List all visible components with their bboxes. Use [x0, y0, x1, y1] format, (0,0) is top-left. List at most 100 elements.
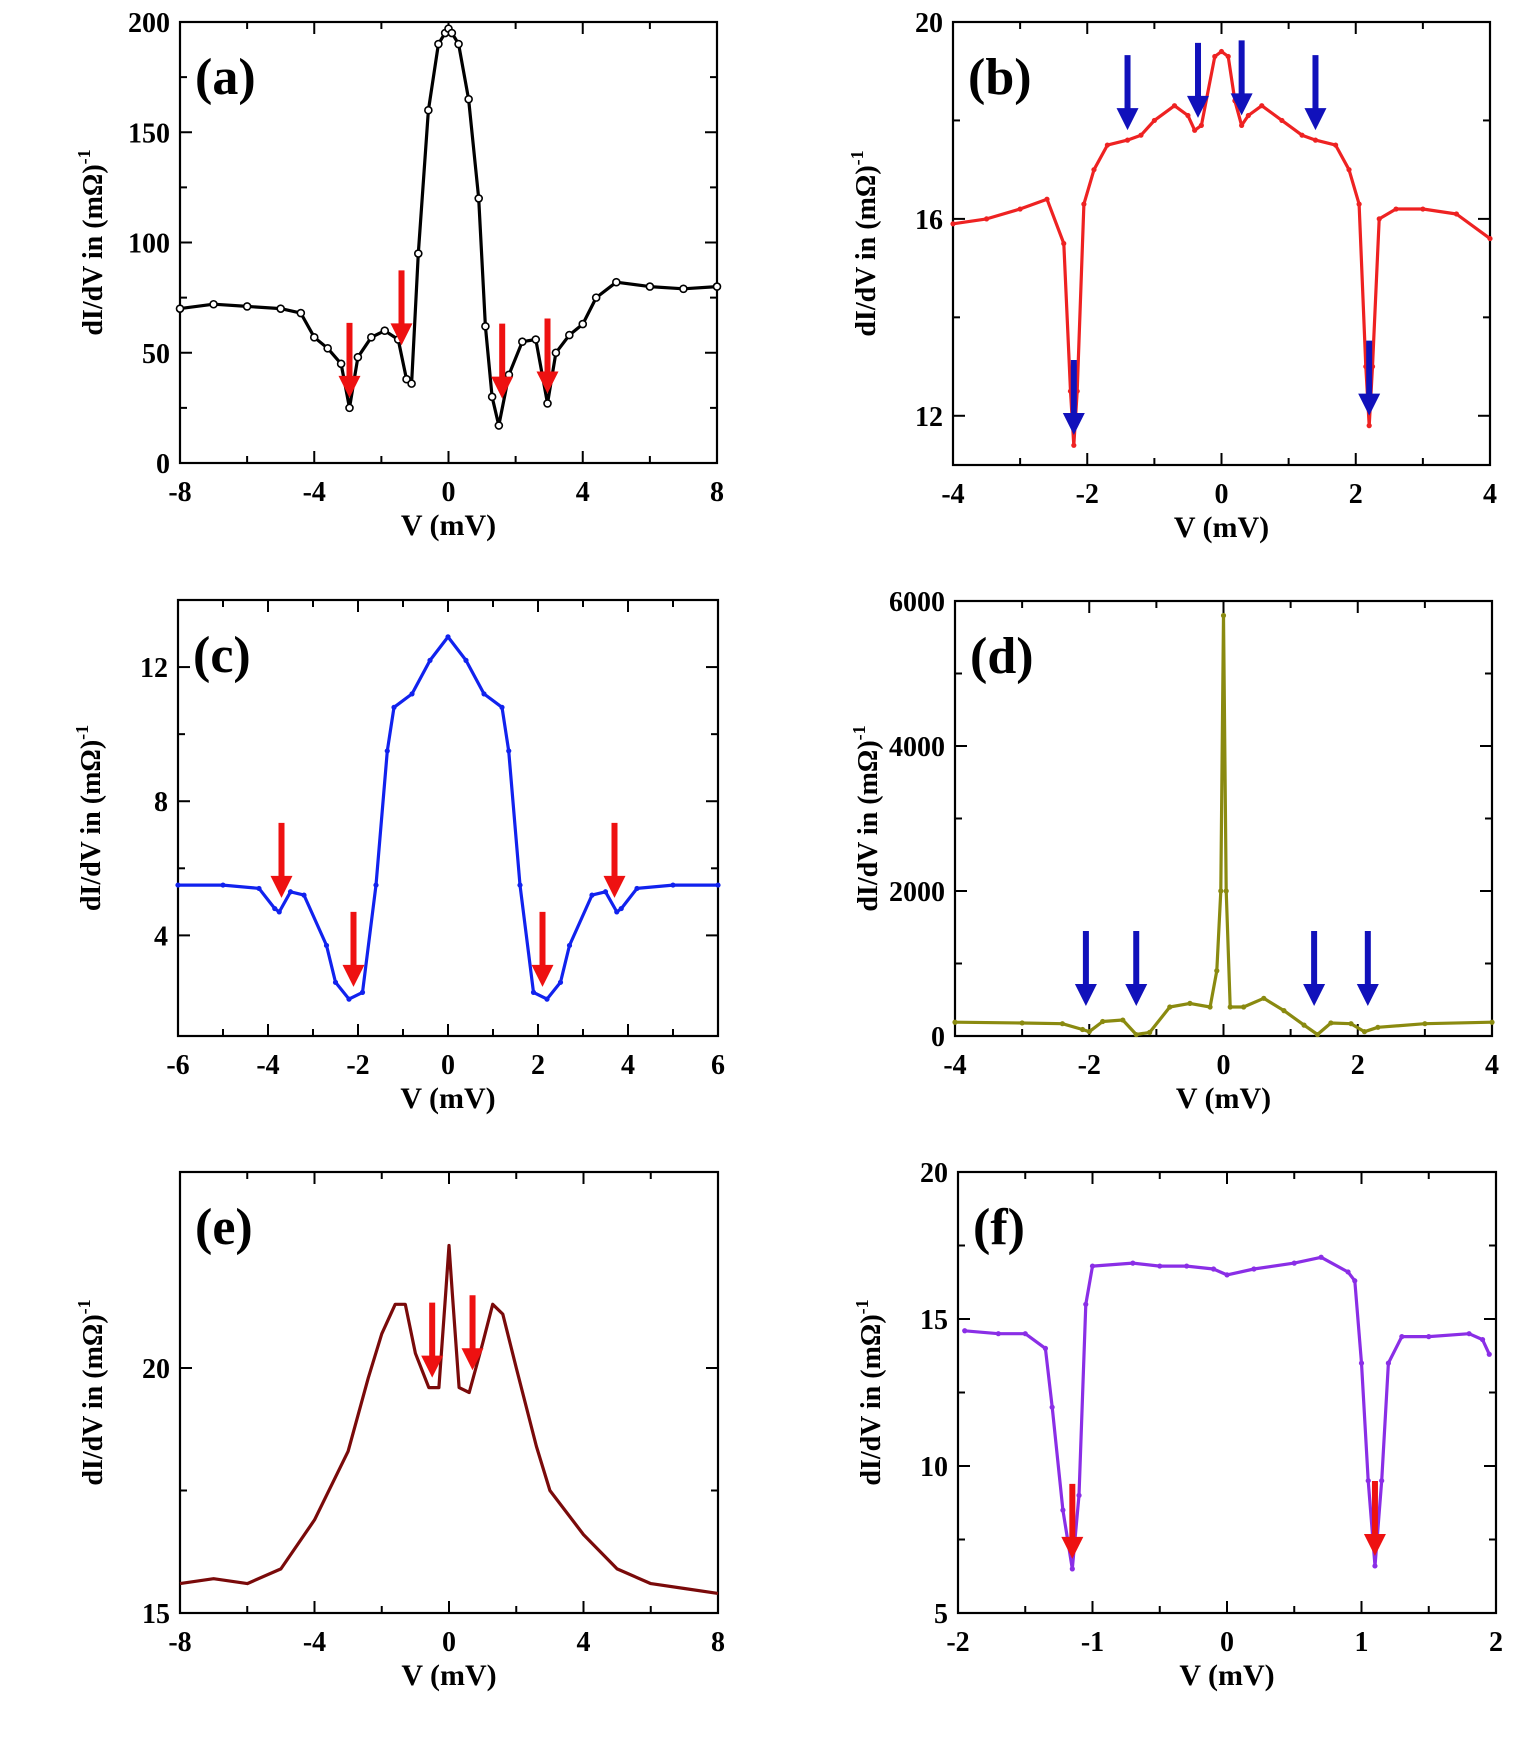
series-line	[179, 27, 718, 428]
x-tick-label: 0	[442, 477, 456, 508]
data-point	[175, 882, 181, 888]
data-point	[995, 1331, 1001, 1337]
data-point	[1157, 1263, 1163, 1269]
panel-c: -6 -4 -2 0 2 4 6 4 8 12 V (mV) dI/dV in (mΩ)-1 (c)	[72, 598, 725, 1115]
data-point	[952, 1019, 958, 1025]
data-point	[1261, 995, 1267, 1001]
data-point	[209, 299, 218, 309]
data-point	[276, 909, 282, 915]
y-axis-label-exponent: -1	[852, 1299, 872, 1314]
y-axis-label-exponent: -1	[847, 150, 867, 165]
y-tick-label: 6000	[889, 587, 945, 618]
x-axis-label: V (mV)	[401, 509, 496, 542]
marker-arrow	[1074, 931, 1097, 1006]
data-point	[474, 194, 484, 203]
data-point	[1420, 206, 1426, 212]
data-point	[1138, 132, 1144, 138]
data-point	[1130, 1260, 1136, 1266]
data-point	[1314, 1031, 1321, 1038]
panel-label: (e)	[195, 1199, 253, 1256]
data-point	[1299, 132, 1305, 138]
x-tick-label: 8	[711, 1627, 725, 1658]
panel-b: -4 -2 0 2 4 12 16 20 V (mV) dI/dV in (mΩ)-1 (b)	[847, 8, 1497, 544]
data-point	[1345, 1269, 1351, 1275]
marker-arrow	[1125, 931, 1148, 1006]
panel-label: (c)	[193, 627, 251, 684]
data-point	[1239, 122, 1245, 128]
y-tick-label: 200	[128, 8, 170, 39]
data-point	[1379, 1478, 1385, 1484]
marker-arrow	[270, 822, 293, 898]
x-tick-label: -4	[303, 477, 326, 508]
y-tick-label: 12	[915, 402, 943, 433]
data-point	[1171, 103, 1178, 109]
data-point	[481, 321, 490, 331]
data-point	[287, 889, 294, 895]
data-point	[1076, 1492, 1082, 1498]
x-tick-label: -2	[946, 1627, 969, 1658]
arrow-head	[461, 1348, 484, 1371]
data-point	[1089, 1263, 1096, 1269]
data-point	[447, 28, 457, 38]
data-point	[1453, 211, 1460, 217]
plot-frame	[176, 598, 720, 1038]
data-point	[565, 330, 574, 340]
data-point	[373, 882, 379, 888]
marker-arrow	[1303, 931, 1326, 1006]
panel-label: (d)	[970, 628, 1034, 685]
data-point	[1333, 142, 1339, 148]
arrow-head	[1303, 984, 1326, 1006]
data-point	[256, 885, 262, 892]
arrow-head	[1304, 108, 1327, 131]
x-axis-label: V (mV)	[1174, 511, 1269, 544]
data-point	[506, 748, 512, 754]
arrow-head	[342, 964, 365, 987]
y-tick-label: 0	[156, 449, 170, 480]
y-axis-label-exponent: -1	[849, 725, 869, 740]
data-point	[1133, 1031, 1139, 1038]
series-line	[179, 1243, 719, 1595]
data-point	[1279, 117, 1285, 124]
arrow-head	[338, 375, 361, 398]
x-tick-label: -4	[941, 479, 964, 510]
x-tick-label: -2	[1076, 479, 1099, 510]
y-tick-label: 10	[920, 1452, 948, 1483]
marker-arrow	[390, 270, 413, 346]
arrow-head	[536, 371, 559, 394]
arrow-head	[421, 1355, 444, 1378]
data-point	[670, 882, 676, 888]
panel-d: -4 -2 0 2 4 0 2000 4000 6000 V (mV) dI/dV in (mΩ)-…	[849, 587, 1499, 1115]
marker-arrow	[338, 322, 361, 398]
x-tick-label: 0	[441, 1050, 455, 1081]
data-point	[1291, 1260, 1297, 1266]
plot-frame	[951, 20, 1492, 467]
x-tick-label: -2	[1078, 1050, 1101, 1081]
data-point	[276, 304, 285, 313]
data-point	[618, 905, 624, 912]
series-line	[964, 1255, 1491, 1571]
y-tick-label: 20	[920, 1158, 948, 1189]
arrow-head	[1125, 984, 1148, 1006]
data-point	[1091, 167, 1097, 173]
data-point	[1365, 1478, 1371, 1484]
data-point	[1218, 888, 1224, 894]
arrow-head	[491, 376, 514, 399]
plot-frame	[178, 1170, 720, 1615]
data-point	[1100, 1018, 1106, 1025]
data-point	[1241, 1004, 1247, 1010]
x-tick-label: 2	[1489, 1627, 1503, 1658]
data-point	[1081, 201, 1087, 207]
data-point	[1049, 1404, 1055, 1410]
y-axis-label: dI/dV in (mΩ)-1	[847, 150, 882, 336]
data-point	[614, 909, 620, 915]
y-axis-label: dI/dV in (mΩ)-1	[74, 149, 109, 335]
data-point	[1022, 1331, 1028, 1337]
data-point	[1358, 1360, 1365, 1366]
plot-frame	[178, 20, 719, 465]
marker-arrow	[421, 1302, 444, 1378]
x-axis-label: V (mV)	[1179, 1659, 1274, 1692]
data-point	[1214, 968, 1220, 974]
data-point	[346, 996, 352, 1002]
data-point	[1376, 216, 1382, 222]
x-tick-label: 4	[576, 477, 590, 508]
